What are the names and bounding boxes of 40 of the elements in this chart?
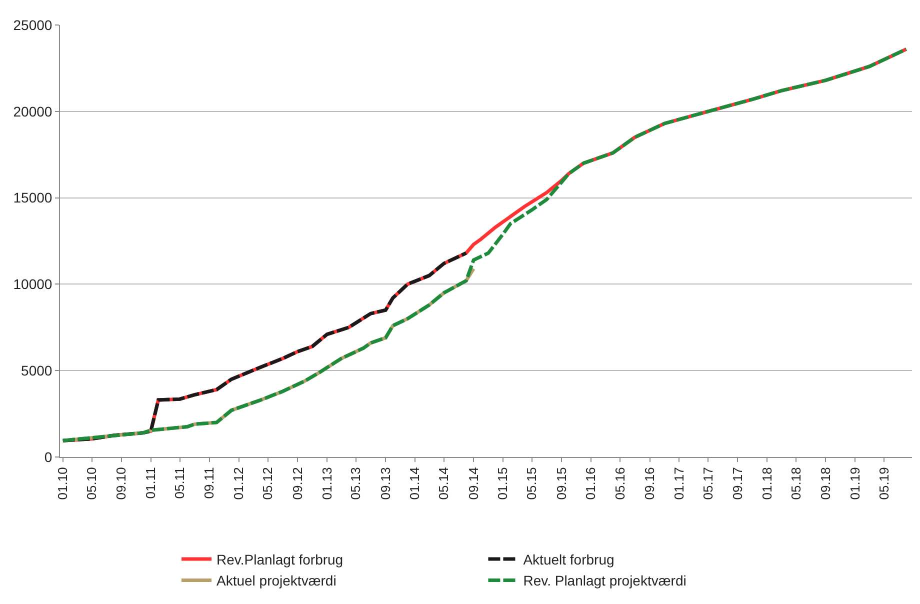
x-tick-label: 05.12 [260, 467, 276, 500]
x-tick-label: 09.18 [818, 467, 833, 500]
legend-label: Rev. Planlagt projektværdi [523, 572, 686, 589]
x-tick-label: 09.17 [730, 467, 745, 500]
x-tick-label: 09.12 [290, 467, 305, 500]
x-tick-label: 01.17 [671, 467, 686, 500]
x-tick-label: 01.12 [231, 467, 246, 500]
x-tick-label: 01.10 [55, 467, 70, 500]
x-tick-label: 09.16 [642, 467, 657, 500]
x-tick-label: 09.14 [466, 467, 481, 500]
x-tick-label: 05.15 [524, 467, 540, 500]
line-series [61, 47, 908, 442]
x-tick-label: 05.17 [700, 467, 716, 500]
y-tick-label: 25000 [13, 16, 52, 33]
y-tick-label: 5000 [21, 362, 52, 378]
y-tick-label: 10000 [13, 276, 52, 292]
x-tick-label: 05.13 [348, 467, 364, 500]
legend-label: Aktuel projektværdi [216, 572, 336, 589]
x-tick-label: 01.19 [847, 467, 862, 500]
x-tick-label: 09.10 [114, 467, 129, 500]
x-tick-label: 01.11 [143, 467, 158, 499]
x-tick-label: 01.16 [583, 467, 598, 500]
legend-label: Rev.Planlagt forbrug [216, 551, 344, 568]
x-tick-label: 01.15 [495, 467, 510, 500]
y-tick-label: 15000 [13, 190, 52, 206]
x-tick-label: 09.13 [378, 467, 393, 500]
x-tick-label: 01.18 [759, 467, 774, 500]
y-tick-label: 20000 [13, 103, 52, 120]
legend-label: Aktuelt forbrug [523, 551, 614, 568]
x-tick-label: 01.14 [407, 467, 422, 500]
x-tick-label: 05.11 [172, 467, 188, 499]
x-tick-label: 05.19 [876, 467, 892, 500]
x-tick-label: 09.15 [554, 467, 569, 500]
x-tick-label: 01.13 [319, 467, 334, 500]
y-tick-label: 0 [44, 448, 52, 465]
x-tick-label: 05.10 [84, 467, 100, 500]
x-tick-label: 05.18 [788, 467, 804, 500]
x-tick-label: 05.16 [612, 467, 628, 500]
x-tick-label: 05.14 [436, 467, 452, 500]
x-tick-label: 09.11 [202, 467, 217, 499]
